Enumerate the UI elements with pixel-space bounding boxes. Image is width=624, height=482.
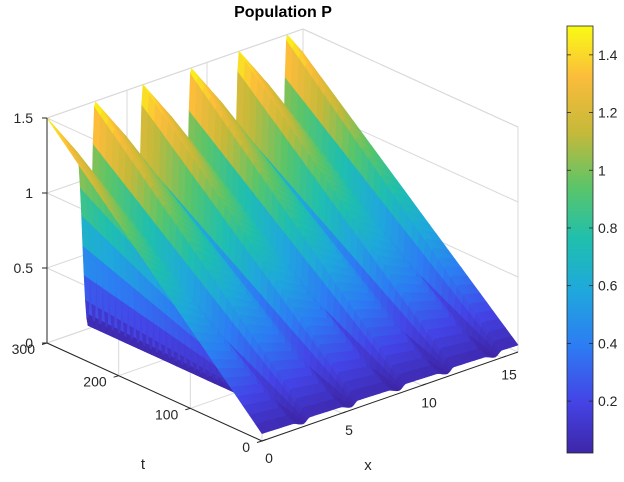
surface-plot [46,34,519,434]
grid-line [302,28,519,128]
grid-line [46,28,304,119]
